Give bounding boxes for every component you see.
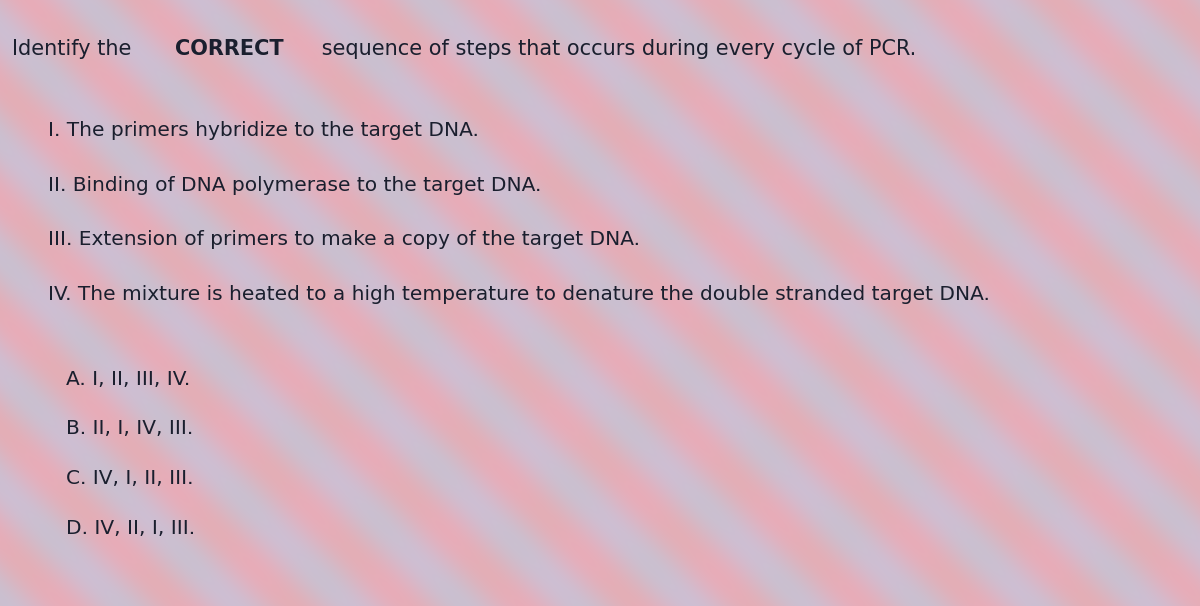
Text: III. Extension of primers to make a copy of the target DNA.: III. Extension of primers to make a copy… — [48, 230, 640, 249]
Text: II. Binding of DNA polymerase to the target DNA.: II. Binding of DNA polymerase to the tar… — [48, 176, 541, 195]
Text: B. II, I, IV, III.: B. II, I, IV, III. — [66, 419, 193, 438]
Text: sequence of steps that occurs during every cycle of PCR.: sequence of steps that occurs during eve… — [314, 39, 916, 59]
Text: D. IV, II, I, III.: D. IV, II, I, III. — [66, 519, 196, 538]
Text: IV. The mixture is heated to a high temperature to denature the double stranded : IV. The mixture is heated to a high temp… — [48, 285, 990, 304]
Text: A. I, II, III, IV.: A. I, II, III, IV. — [66, 370, 191, 388]
Text: CORRECT: CORRECT — [174, 39, 283, 59]
Text: Identify the: Identify the — [12, 39, 138, 59]
Text: C. IV, I, II, III.: C. IV, I, II, III. — [66, 469, 193, 488]
Text: I. The primers hybridize to the target DNA.: I. The primers hybridize to the target D… — [48, 121, 479, 140]
